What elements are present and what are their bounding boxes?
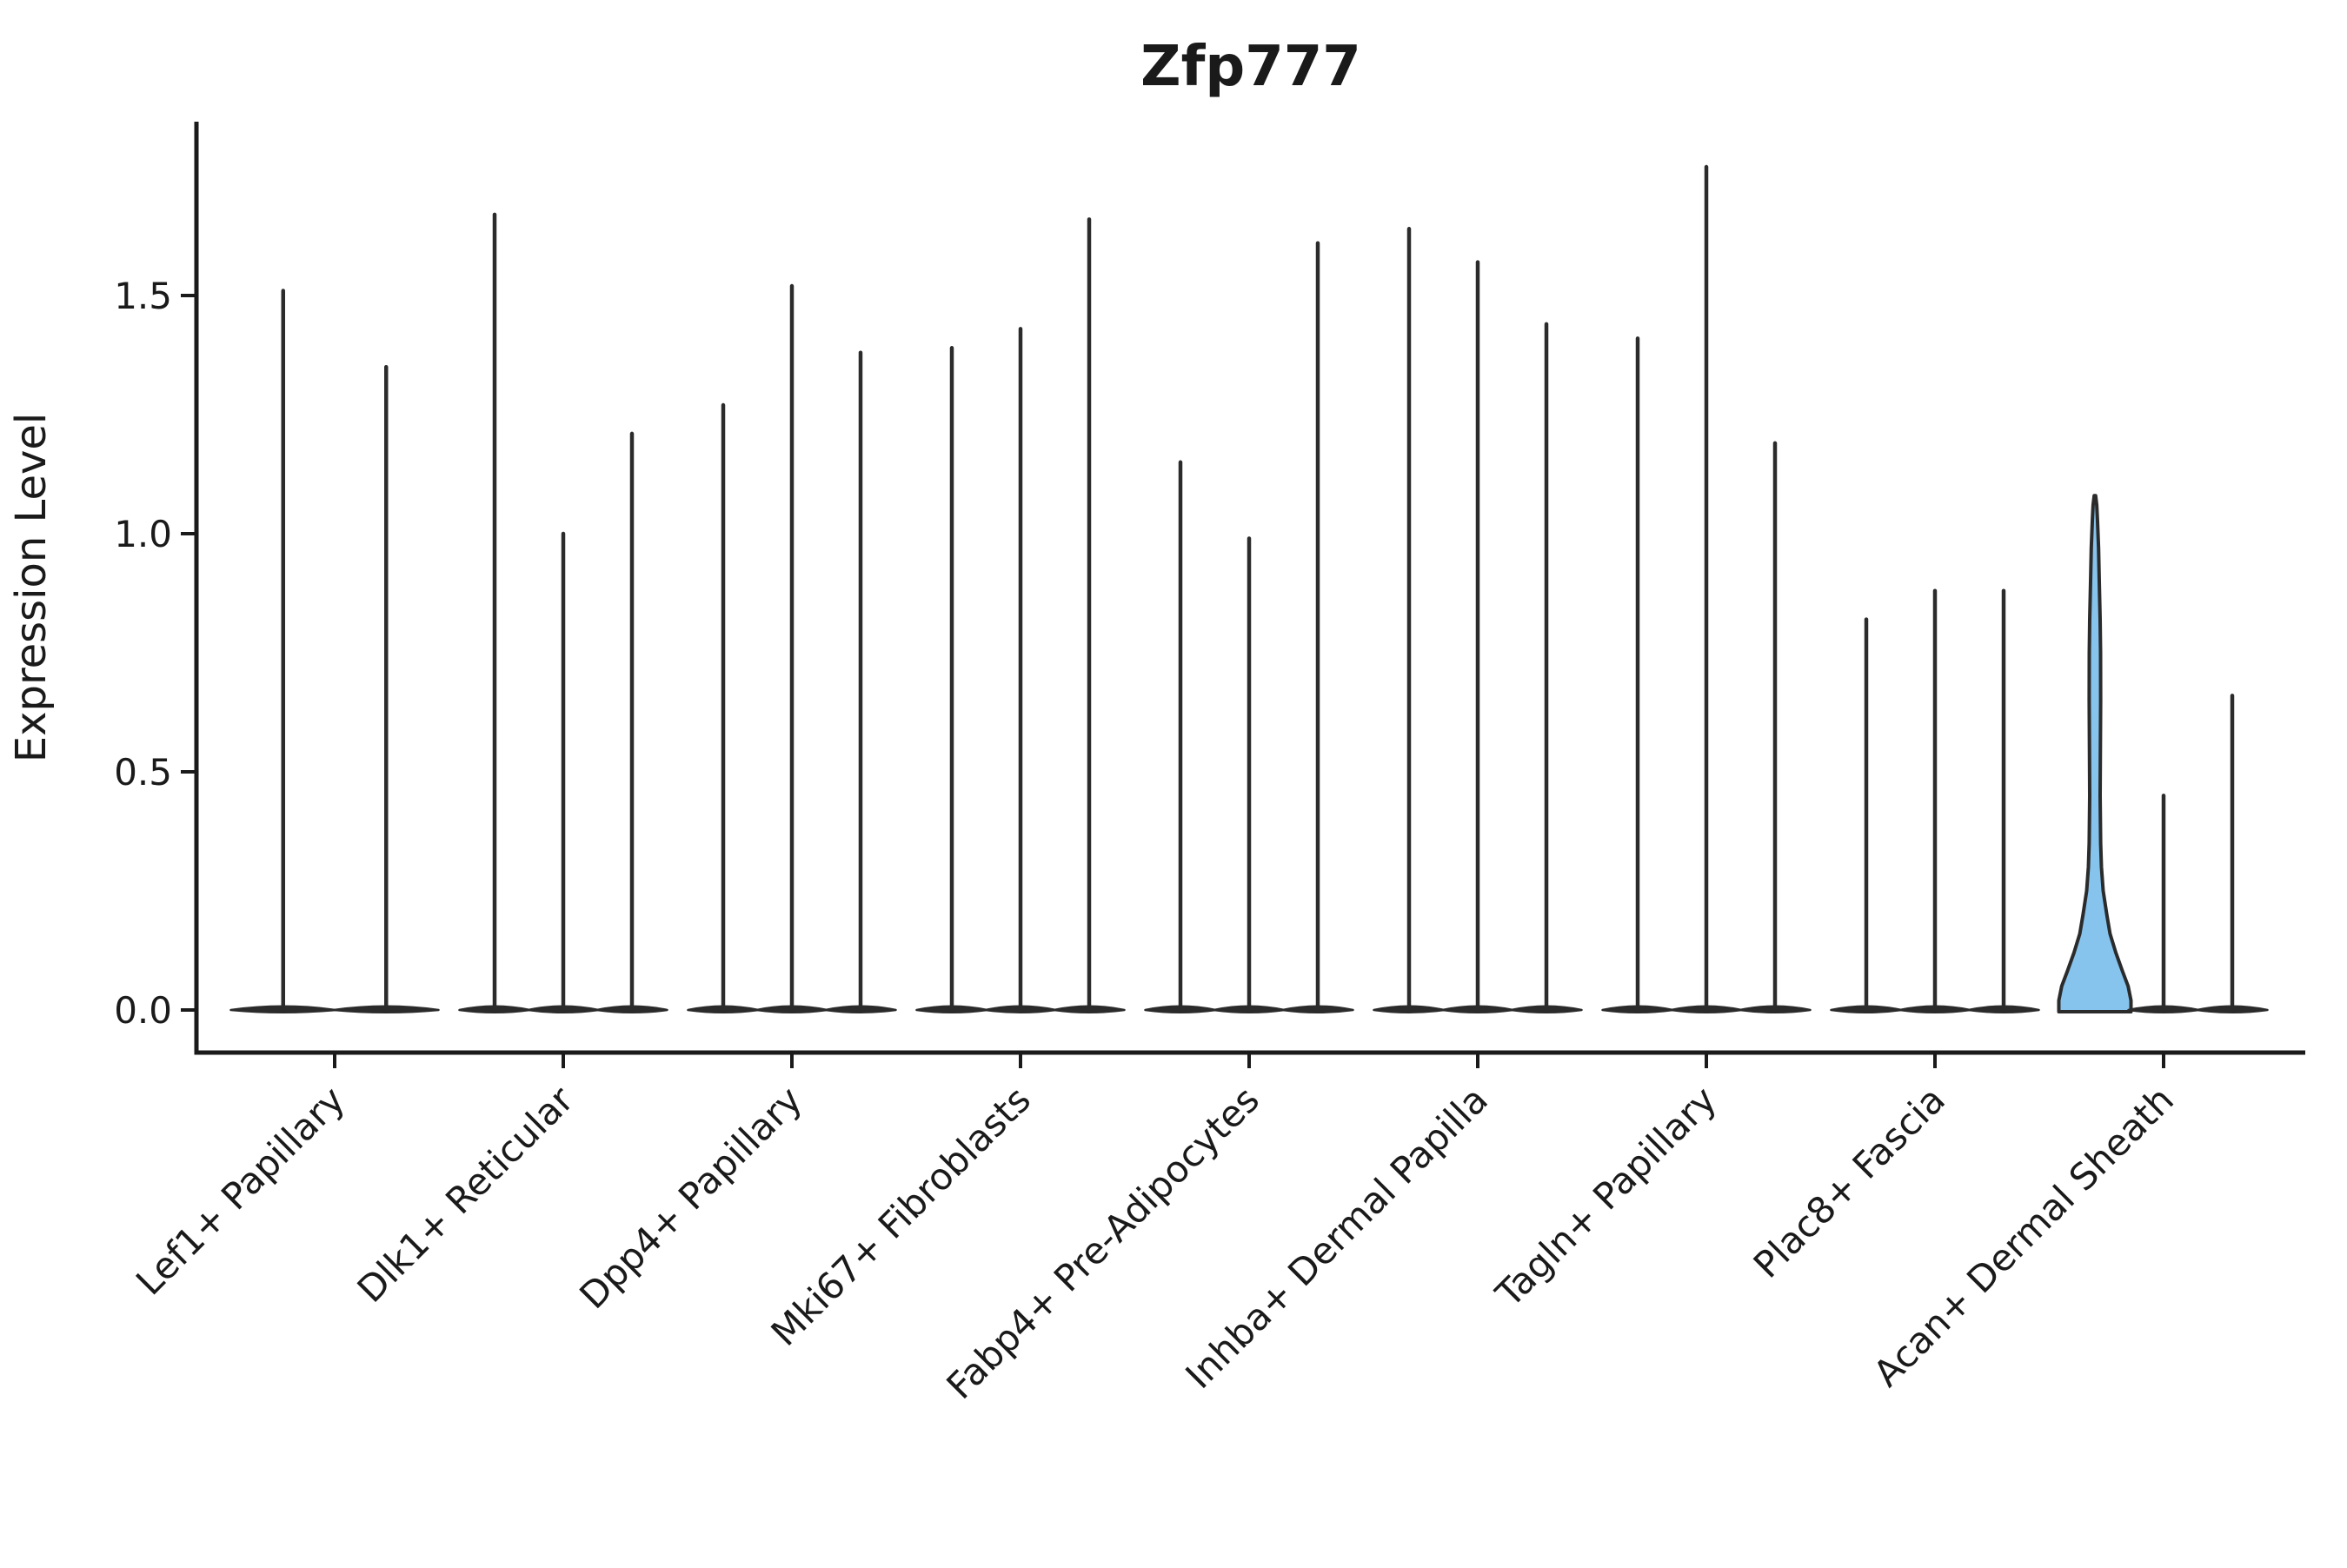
violin-base [824,1005,897,1013]
y-axis-title: Expression Level [7,413,56,763]
violin-base [2127,1005,2200,1013]
violin-base [527,1005,600,1013]
violin-base [1830,1005,1903,1013]
violin-base [915,1005,988,1013]
x-tick-label: Plac8+ Fascia [1745,1078,1953,1286]
violin-base [1373,1005,1446,1013]
violin-base [1144,1005,1217,1013]
violin-base [755,1005,828,1013]
violin-group [687,283,897,1013]
violin-base [1739,1005,1812,1013]
violin-base [1441,1005,1514,1013]
violins-layer [229,164,2269,1013]
violin-group [1830,588,2040,1013]
violin-base [458,1005,531,1013]
violin-group [1373,227,1583,1013]
highlighted-violin [2057,494,2133,1013]
violin-group [458,212,668,1013]
violin-base [595,1005,668,1013]
violin-group [1601,164,1812,1013]
violin-base [229,1005,337,1013]
violin-base [1670,1005,1743,1013]
violin-base [1898,1005,1971,1013]
violin-base [1601,1005,1674,1013]
x-tick-label: Mki67+ Fibroblasts [763,1078,1039,1353]
x-tick-label: Tagln+ Papillary [1487,1078,1725,1315]
violin-base [1967,1005,2040,1013]
violin-base [332,1005,440,1013]
y-tick-label: 0.5 [114,751,172,794]
x-tick-label: Dpp4+ Papillary [571,1078,810,1317]
violin-group [1144,241,1354,1013]
violin-group [229,289,440,1013]
plot-title: Zfp777 [1140,35,1361,99]
y-tick-label: 0.0 [114,989,172,1032]
y-tick-label: 1.0 [114,513,172,555]
violin-group [915,217,1126,1013]
violin-base [1510,1005,1583,1013]
violin-base [2196,1005,2269,1013]
violin-base [984,1005,1057,1013]
violin-group [2057,494,2269,1013]
violin-base [1053,1005,1126,1013]
x-tick-label: Dlk1+ Reticular [349,1078,582,1311]
y-tick-label: 1.5 [114,275,172,317]
violin-base [1213,1005,1286,1013]
x-tick-label: Lef1+ Papillary [128,1078,353,1303]
violin-base [1281,1005,1354,1013]
violin-base [687,1005,760,1013]
